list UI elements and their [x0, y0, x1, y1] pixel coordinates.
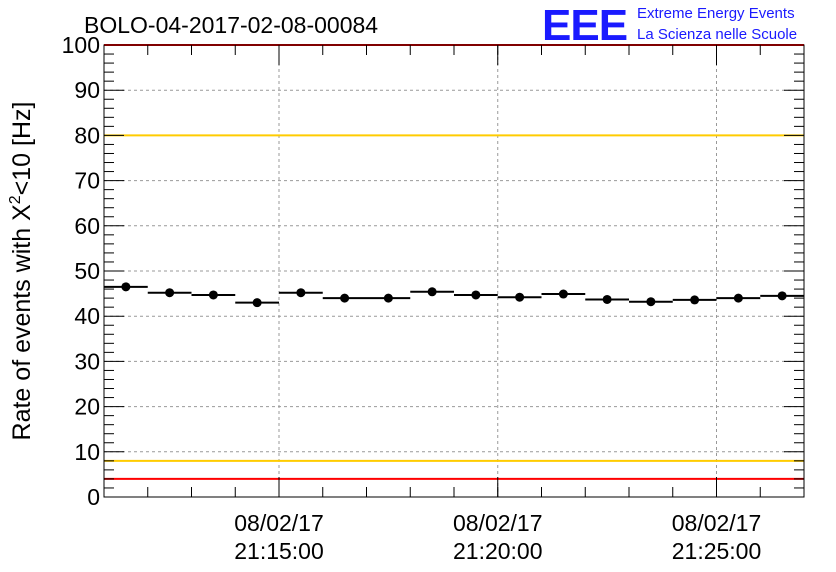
x-tick-time-label: 21:20:00 [453, 538, 543, 564]
y-tick-label: 40 [74, 303, 100, 329]
data-point-marker [646, 297, 656, 307]
logo-line-1: Extreme Energy Events [637, 5, 795, 22]
y-tick-label: 50 [74, 258, 100, 284]
data-point-marker [252, 298, 262, 308]
grid-lines [104, 45, 804, 497]
data-point-marker [296, 288, 306, 298]
data-point-marker [602, 294, 612, 304]
x-tick-date-label: 08/02/17 [672, 510, 762, 536]
y-tick-label: 30 [74, 348, 100, 374]
y-tick-label: 90 [74, 77, 100, 103]
data-point-marker [165, 288, 175, 298]
data-point-marker [690, 295, 700, 305]
y-tick-label: 100 [62, 32, 100, 58]
y-tick-label: 10 [74, 439, 100, 465]
data-point-marker [208, 290, 218, 300]
x-tick-date-label: 08/02/17 [234, 510, 324, 536]
axis-ticks [103, 44, 805, 498]
data-point-marker [558, 289, 568, 299]
x-tick-labels: 08/02/1721:15:0008/02/1721:20:0008/02/17… [234, 510, 761, 564]
data-point-marker [121, 282, 131, 292]
data-point-marker [340, 293, 350, 303]
chart-title: BOLO-04-2017-02-08-00084 [84, 12, 378, 38]
data-point-marker [777, 291, 787, 301]
x-tick-date-label: 08/02/17 [453, 510, 543, 536]
y-axis-label-suffix: <10 [Hz] [8, 102, 36, 196]
y-axis-label: Rate of events with X2<10 [Hz] [7, 102, 36, 441]
reference-lines [104, 44, 804, 480]
y-tick-label: 80 [74, 122, 100, 148]
x-tick-time-label: 21:15:00 [234, 538, 324, 564]
data-point-marker [515, 292, 525, 302]
y-tick-label: 20 [74, 394, 100, 420]
data-point-marker [383, 293, 393, 303]
header: BOLO-04-2017-02-08-00084 EEE Extreme Ene… [84, 1, 797, 50]
y-axis-label-superscript: 2 [7, 195, 24, 204]
data-point-marker [733, 293, 743, 303]
y-tick-label: 0 [87, 484, 100, 510]
eee-logo: EEE [542, 1, 627, 50]
data-points [104, 282, 804, 308]
data-point-marker [427, 287, 437, 297]
y-tick-label: 60 [74, 213, 100, 239]
x-tick-time-label: 21:25:00 [672, 538, 762, 564]
logo-line-2: La Scienza nelle Scuole [637, 26, 797, 43]
y-tick-label: 70 [74, 168, 100, 194]
y-tick-labels: 0 10 20 30 40 50 60 70 80 90 100 [62, 32, 100, 510]
data-point-marker [471, 290, 481, 300]
y-axis-label-prefix: Rate of events with X [8, 204, 36, 441]
